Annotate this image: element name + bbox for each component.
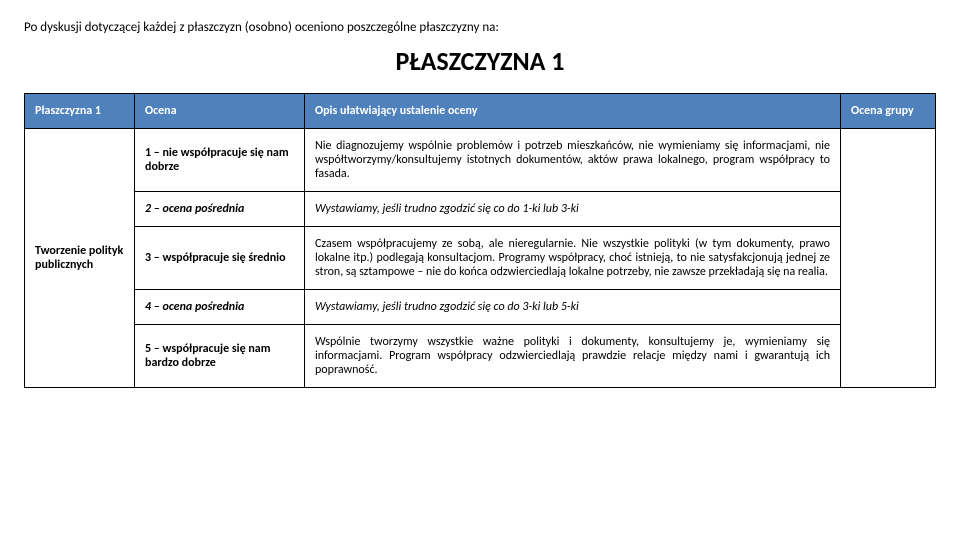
score-cell: 4 – ocena pośrednia [135, 290, 305, 325]
page-title: PŁASZCZYZNA 1 [24, 45, 936, 77]
score-cell: 5 – współpracuje się nam bardzo dobrze [135, 325, 305, 388]
desc-cell: Wystawiamy, jeśli trudno zgodzić się co … [305, 290, 841, 325]
score-cell: 3 – współpracuje się średnio [135, 227, 305, 290]
evaluation-table: Płaszczyzna 1 Ocena Opis ułatwiający ust… [24, 93, 936, 388]
desc-cell: Czasem współpracujemy ze sobą, ale niere… [305, 227, 841, 290]
table-row: Tworzenie polityk publicznych 1 – nie ws… [25, 129, 936, 192]
table-row: 3 – współpracuje się średnio Czasem wspó… [25, 227, 936, 290]
table-header-row: Płaszczyzna 1 Ocena Opis ułatwiający ust… [25, 94, 936, 129]
desc-cell: Wystawiamy, jeśli trudno zgodzić się co … [305, 192, 841, 227]
col-header-group: Ocena grupy [841, 94, 936, 129]
col-header-score: Ocena [135, 94, 305, 129]
group-score-cell [841, 129, 936, 388]
table-row: 5 – współpracuje się nam bardzo dobrze W… [25, 325, 936, 388]
col-header-desc: Opis ułatwiający ustalenie oceny [305, 94, 841, 129]
desc-cell: Nie diagnozujemy wspólnie problemów i po… [305, 129, 841, 192]
row-label: Tworzenie polityk publicznych [25, 129, 135, 388]
table-row: 2 – ocena pośrednia Wystawiamy, jeśli tr… [25, 192, 936, 227]
desc-cell: Wspólnie tworzymy wszystkie ważne polity… [305, 325, 841, 388]
intro-text: Po dyskusji dotyczącej każdej z płaszczy… [24, 20, 936, 35]
score-cell: 1 – nie współpracuje się nam dobrze [135, 129, 305, 192]
col-header-plane: Płaszczyzna 1 [25, 94, 135, 129]
table-row: 4 – ocena pośrednia Wystawiamy, jeśli tr… [25, 290, 936, 325]
score-cell: 2 – ocena pośrednia [135, 192, 305, 227]
